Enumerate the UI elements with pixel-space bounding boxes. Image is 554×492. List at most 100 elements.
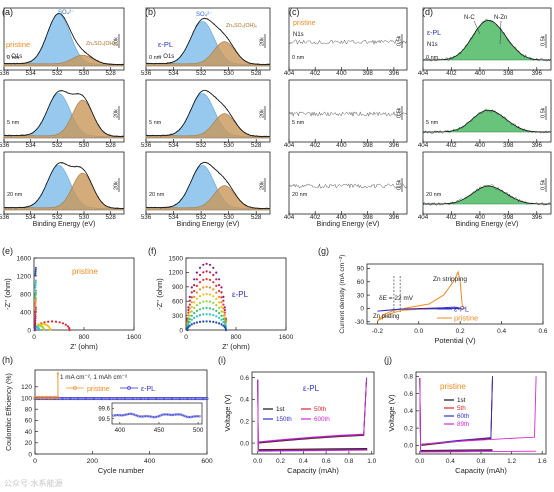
ce-point-pristine <box>48 395 52 399</box>
nyquist-point <box>220 318 223 321</box>
ce-point-epl <box>116 397 120 401</box>
sample-label: ε-PL <box>303 384 320 393</box>
nyquist-point <box>193 312 196 315</box>
y-axis-label: Current density (mA cm⁻²) <box>339 254 346 333</box>
tick-label: 532 <box>196 214 207 221</box>
nyquist-point <box>218 306 221 309</box>
nyquist-point <box>198 273 202 277</box>
ce-point-epl <box>165 397 169 401</box>
nyquist-point <box>202 307 205 310</box>
nyquist-point <box>34 325 36 328</box>
tick-label: 396 <box>389 214 400 221</box>
ce-point-epl <box>184 397 188 401</box>
nyquist-point <box>190 310 193 313</box>
nyquist-point <box>33 329 36 332</box>
scale-label: 20k <box>260 109 266 118</box>
nyquist-point <box>218 322 221 325</box>
tick-label: 0.0 <box>414 328 423 335</box>
nyquist-point <box>190 323 193 326</box>
tick-label: 400 <box>144 458 156 465</box>
sample-label: pristine <box>293 20 316 27</box>
nyquist-point <box>215 271 218 274</box>
nyquist-point <box>190 318 193 321</box>
ce-point-epl <box>107 397 112 401</box>
nyquist-point <box>34 302 37 305</box>
ce-point-epl <box>94 397 98 401</box>
ce-point-epl <box>66 397 70 401</box>
nyquist-point <box>208 307 212 310</box>
fit-envelope <box>4 90 124 137</box>
tick-label: 396 <box>389 142 400 149</box>
legend-label: 600th <box>314 416 330 423</box>
ce-point-epl <box>102 397 106 401</box>
tick-label: 1600 <box>17 255 32 262</box>
panel-letter-e: (e) <box>2 246 13 256</box>
nyquist-point <box>193 289 196 293</box>
tick-label: 530 <box>79 70 90 77</box>
ce-point-epl <box>140 397 144 401</box>
nyquist-point <box>218 316 221 319</box>
ce-point-epl <box>198 397 202 401</box>
tick-label: 536 <box>141 214 152 221</box>
nyquist-point <box>220 291 223 294</box>
nyquist-point <box>34 308 37 311</box>
ce-point-epl <box>87 397 91 401</box>
depth-label: 0 nm <box>292 55 305 61</box>
ce-point-epl <box>93 397 97 401</box>
ce-point-epl <box>156 397 160 401</box>
tick-label: 398 <box>503 142 514 149</box>
tick-label: 528 <box>106 214 117 221</box>
tick-label: 0.4 <box>240 397 249 404</box>
depth-label: 5 nm <box>292 120 305 126</box>
ce-point-pristine <box>33 395 37 399</box>
panel-letter-c: (c) <box>289 7 300 17</box>
tick-label: 1.0 <box>367 458 376 465</box>
legend-label: pristine <box>454 314 478 323</box>
nyquist-point <box>34 294 37 297</box>
xps-frame <box>422 151 552 215</box>
tick-label: 1.6 <box>538 458 547 465</box>
tick-label: 0.2 <box>456 328 465 335</box>
ce-point-epl <box>177 397 182 401</box>
inset-point <box>184 415 187 418</box>
ce-point-epl <box>85 397 89 401</box>
depth-label: 20 nm <box>426 192 442 198</box>
sample-label: pristine <box>6 40 30 49</box>
tick-label: 400 <box>336 214 347 221</box>
tick-label: 0 <box>179 327 183 334</box>
tick-label: 1500 <box>169 255 184 262</box>
tick-label: 534 <box>168 70 179 77</box>
ce-point-epl <box>193 397 198 401</box>
nyquist-point <box>195 284 198 287</box>
nyquist-point <box>190 286 193 289</box>
raw-spectrum <box>145 17 271 66</box>
nyquist-point <box>220 301 223 304</box>
nyquist-point <box>205 300 208 303</box>
ce-point-epl <box>148 397 152 401</box>
ce-point-epl <box>158 397 162 401</box>
legend-label: ε-PL <box>141 386 155 393</box>
tick-label: 0.0 <box>240 440 249 447</box>
nyquist-point <box>208 320 212 323</box>
tick-label: 60 <box>357 279 365 286</box>
ce-point-epl <box>109 397 113 401</box>
inset-line <box>113 413 200 418</box>
nyquist-point <box>34 296 37 299</box>
scale-label: 0.5k <box>541 179 547 190</box>
ce-point-epl <box>129 397 133 401</box>
ce-point-epl <box>142 397 146 401</box>
znso-label: Zn₄SO₄(OH)₆ <box>86 41 117 47</box>
raw-spectrum <box>288 111 407 118</box>
ce-point-epl <box>171 397 175 401</box>
ce-point-epl <box>80 397 84 401</box>
voltage-curve <box>419 377 537 453</box>
xps-frame <box>145 7 271 71</box>
ce-point-epl <box>64 397 68 401</box>
depth-label: 5 nm <box>7 120 20 126</box>
ce-point-epl <box>124 397 128 401</box>
ce-point-epl <box>60 397 65 401</box>
nyquist-point <box>220 323 223 326</box>
tick-label: 400 <box>475 142 486 149</box>
tick-label: 404 <box>418 214 429 221</box>
nyquist-point <box>34 293 37 295</box>
